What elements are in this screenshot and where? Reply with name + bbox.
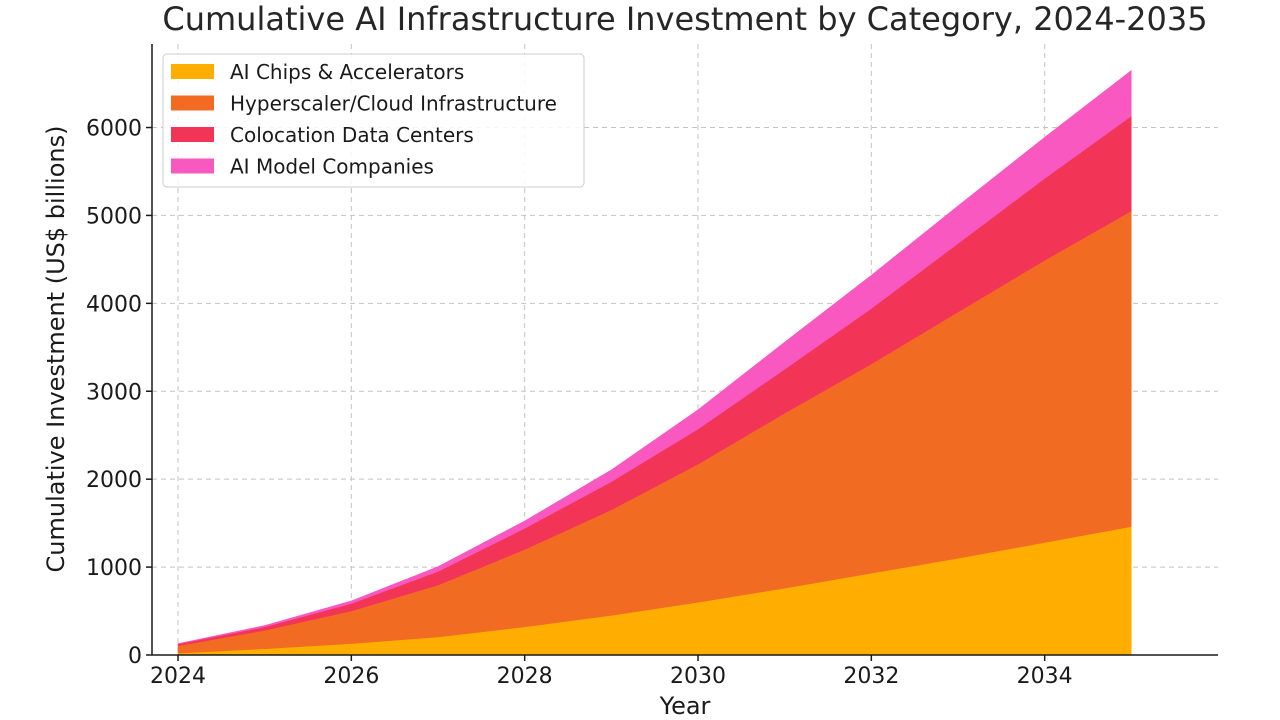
legend: AI Chips & Accelerators Hyperscaler/Cloud…	[162, 53, 585, 188]
legend-swatch-1	[171, 64, 214, 79]
legend-label-1: AI Chips & Accelerators	[230, 60, 464, 84]
y-tick-label: 0	[128, 644, 142, 669]
legend-swatch-4	[171, 158, 214, 174]
x-tick-label: 2024	[150, 664, 206, 689]
area-series-4	[177, 69, 1132, 645]
legend-swatch-3	[171, 127, 214, 142]
legend-label-4: AI Model Companies	[230, 155, 434, 179]
y-tick-label: 4000	[86, 292, 142, 317]
legend-swatch-2	[171, 95, 214, 111]
x-tick-label: 2026	[323, 664, 379, 689]
y-tick-label: 3000	[86, 380, 142, 405]
x-axis-label: Year	[659, 692, 711, 720]
chart-title: Cumulative AI Infrastructure Investment …	[162, 0, 1207, 38]
y-tick-label: 6000	[86, 117, 142, 142]
y-tick-label: 1000	[86, 556, 142, 581]
x-tick-label: 2030	[670, 664, 726, 689]
y-tick-label: 5000	[86, 204, 142, 229]
x-tick-label: 2034	[1017, 664, 1073, 689]
x-tick-label: 2032	[843, 664, 899, 689]
legend-label-2: Hyperscaler/Cloud Infrastructure	[230, 92, 557, 116]
tick-labels: 2024 2026 2028 2030 2032 2034 0 1000 2000 3000 400…	[86, 117, 1073, 689]
axes	[151, 44, 1218, 656]
legend-box	[162, 53, 585, 188]
y-axis-label: Cumulative Investment (US$ billions)	[42, 126, 70, 573]
y-tick-label: 2000	[86, 468, 142, 493]
legend-label-3: Colocation Data Centers	[230, 123, 474, 147]
x-tick-label: 2028	[497, 664, 553, 689]
